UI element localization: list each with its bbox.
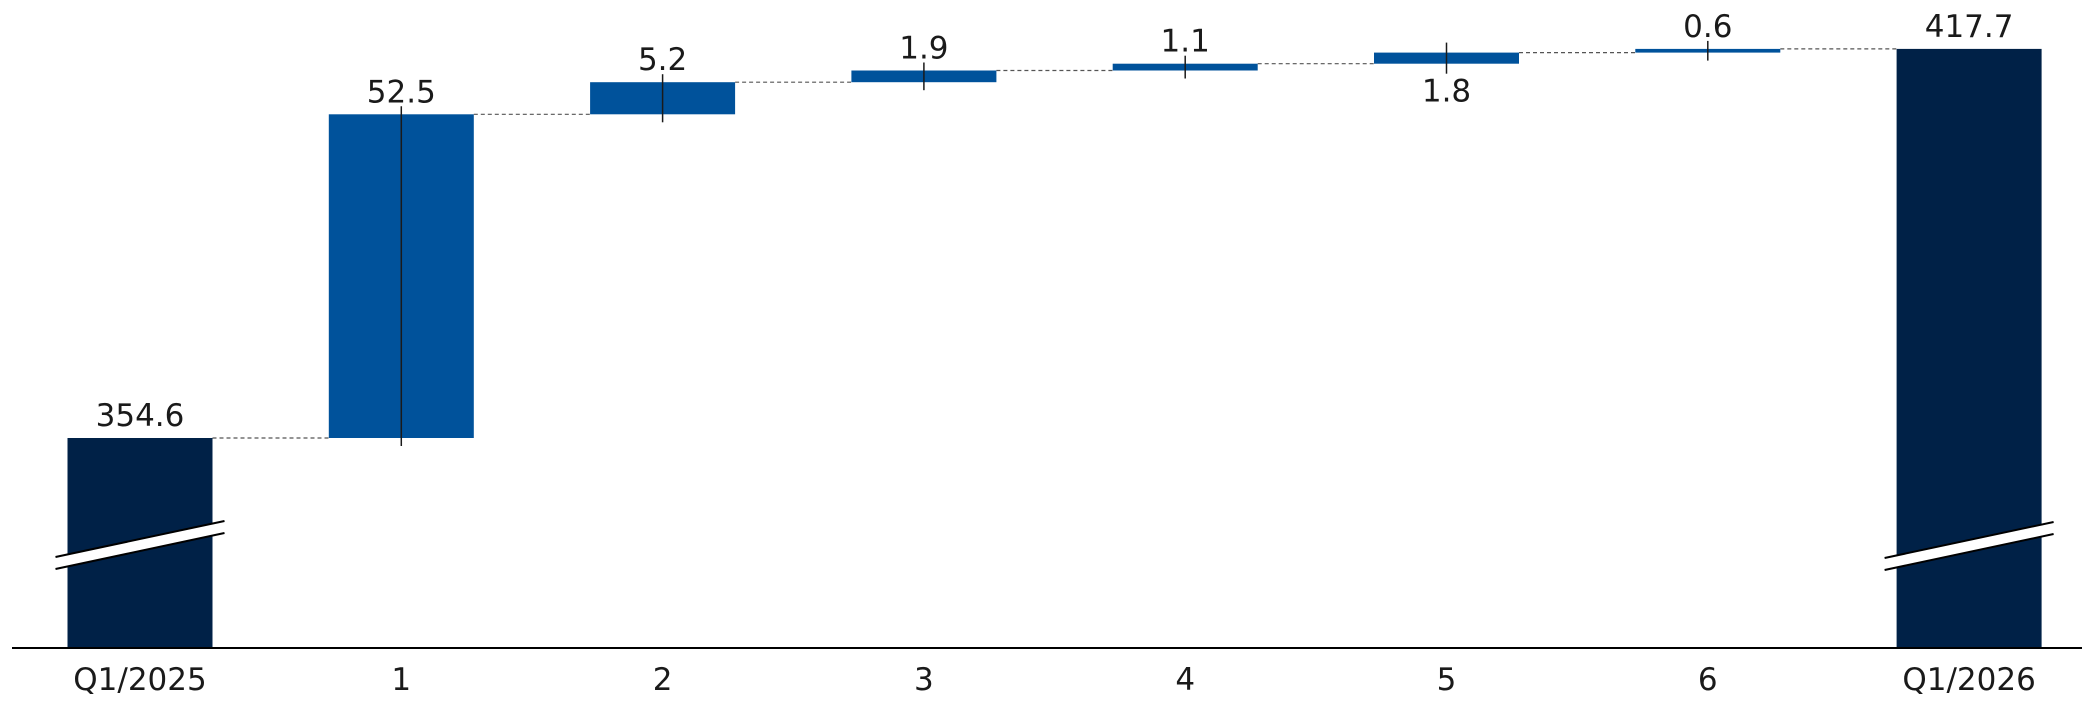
value-label-Q1/2025: 354.6 [96,398,185,434]
category-label-1: 1 [391,662,411,698]
value-label-6: 0.6 [1683,9,1732,45]
category-label-Q1/2026: Q1/2026 [1902,662,2035,698]
value-label-4: 1.1 [1161,24,1210,60]
value-label-Q1/2026: 417.7 [1925,9,2014,45]
bars [67,48,2042,648]
category-labels: Q1/2025 1 2 3 4 5 6 Q1/2026 [73,662,2036,698]
value-label-3: 1.9 [899,31,948,67]
value-label-1: 52.5 [367,74,436,110]
category-label-3: 3 [914,662,934,698]
axis-break-Q1/2026 [1884,521,2054,571]
category-label-Q1/2025: Q1/2025 [73,662,206,698]
category-label-4: 4 [1175,662,1195,698]
category-label-5: 5 [1437,662,1457,698]
value-labels: 354.6 52.5 5.2 1.9 1.1 1.8 0.6 417.7 [96,9,2014,434]
value-ticks [400,40,1709,446]
value-label-2: 5.2 [638,42,687,78]
category-label-2: 2 [653,662,673,698]
axis-breaks [55,520,2054,571]
category-label-6: 6 [1698,662,1718,698]
axis-break-Q1/2025 [55,520,225,570]
connector-lines [212,48,1897,439]
value-label-5: 1.8 [1422,74,1471,110]
